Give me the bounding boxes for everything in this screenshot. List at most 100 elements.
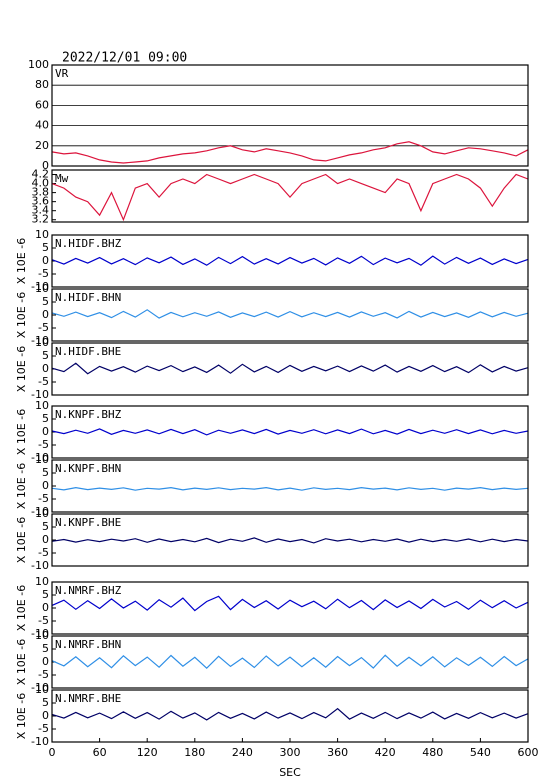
panel-frame (51, 581, 529, 635)
panel-frame (51, 64, 529, 167)
y-tick-label: 5 (42, 466, 49, 479)
y-tick-label: 5 (42, 520, 49, 533)
trace-line (51, 309, 529, 319)
y-tick-label: 10 (35, 453, 49, 466)
panel-label: Mw (55, 172, 69, 185)
trace-line (51, 595, 529, 612)
trace-line (51, 654, 529, 670)
y-tick-label: 40 (35, 119, 49, 132)
trace-line (51, 707, 529, 721)
panel-label: N.KNPF.BHE (55, 516, 121, 529)
y-axis-label: X 10E -6 (15, 409, 28, 455)
y-tick-label: -5 (38, 722, 49, 735)
y-tick-label: 5 (42, 349, 49, 362)
y-tick-label: 0 (42, 479, 49, 492)
x-tick-label: 540 (470, 746, 491, 759)
x-axis-label: SEC (279, 766, 301, 779)
trace-line (51, 255, 529, 266)
trace-line (51, 537, 529, 544)
trace-line (51, 173, 529, 222)
panel-frame (51, 234, 529, 288)
y-axis-label: X 10E -6 (15, 693, 28, 739)
x-tick-label: 360 (327, 746, 348, 759)
y-tick-label: 5 (42, 696, 49, 709)
y-tick-label: -10 (31, 627, 49, 640)
x-tick-label: 0 (49, 746, 56, 759)
y-tick-label: 10 (35, 629, 49, 642)
y-tick-label: 80 (35, 78, 49, 91)
panel-frame (51, 513, 529, 567)
y-tick-label: -10 (31, 681, 49, 694)
panel-label: N.HIDF.BHE (55, 345, 121, 358)
y-tick-label: 3.6 (32, 195, 50, 208)
panel-label: N.NMRF.BHZ (55, 584, 122, 597)
y-tick-label: 0 (42, 362, 49, 375)
y-tick-label: 4.2 (32, 168, 50, 181)
x-tick-label: 600 (518, 746, 539, 759)
y-tick-label: 10 (35, 336, 49, 349)
y-axis-label: X 10E -6 (15, 463, 28, 509)
panel-frame (51, 459, 529, 513)
y-axis-label: X 10E -6 (15, 346, 28, 392)
y-tick-label: 5 (42, 241, 49, 254)
panel-label: N.NMRF.BHE (55, 692, 121, 705)
panel-label: VR (55, 67, 69, 80)
y-tick-label: 3.8 (32, 186, 50, 199)
y-tick-label: 5 (42, 295, 49, 308)
y-tick-label: -10 (31, 334, 49, 347)
y-tick-label: 100 (28, 58, 49, 71)
trace-line (51, 486, 529, 491)
x-tick-label: 240 (232, 746, 253, 759)
panel-label: N.KNPF.BHZ (55, 408, 122, 421)
y-tick-label: 4.0 (32, 177, 50, 190)
y-tick-label: 0 (42, 159, 49, 172)
y-tick-label: -5 (38, 614, 49, 627)
x-tick-label: 420 (375, 746, 396, 759)
y-tick-label: -5 (38, 375, 49, 388)
y-tick-label: 10 (35, 575, 49, 588)
y-tick-label: 0 (42, 709, 49, 722)
panel-frame (51, 169, 529, 223)
y-tick-label: -5 (38, 267, 49, 280)
x-tick-label: 300 (280, 746, 301, 759)
y-tick-label: 10 (35, 399, 49, 412)
y-tick-label: 5 (42, 588, 49, 601)
y-axis-label: X 10E -6 (15, 238, 28, 284)
y-tick-label: -10 (31, 388, 49, 401)
y-tick-label: -10 (31, 559, 49, 572)
y-tick-label: 10 (35, 683, 49, 696)
trace-line (51, 141, 529, 164)
y-tick-label: 0 (42, 425, 49, 438)
y-tick-label: 0 (42, 601, 49, 614)
panel-frame (51, 342, 529, 396)
panel-frame (51, 689, 529, 743)
y-tick-label: -5 (38, 492, 49, 505)
y-tick-label: 3.2 (32, 213, 50, 226)
y-tick-label: 0 (42, 308, 49, 321)
y-tick-label: 0 (42, 655, 49, 668)
y-tick-label: -10 (31, 735, 49, 748)
panel-frame (51, 405, 529, 459)
x-tick-label: 60 (93, 746, 107, 759)
panel-label: N.KNPF.BHN (55, 462, 121, 475)
y-axis-label: X 10E -6 (15, 517, 28, 563)
y-tick-label: -5 (38, 321, 49, 334)
y-tick-label: 10 (35, 228, 49, 241)
y-tick-label: -5 (38, 546, 49, 559)
y-axis-label: X 10E -6 (15, 639, 28, 685)
y-tick-label: -5 (38, 438, 49, 451)
y-axis-label: X 10E -6 (15, 292, 28, 338)
y-tick-label: 10 (35, 507, 49, 520)
panel-label: N.NMRF.BHN (55, 638, 121, 651)
y-tick-label: 0 (42, 254, 49, 267)
y-axis-label: X 10E -6 (15, 585, 28, 631)
y-tick-label: 60 (35, 98, 49, 111)
y-tick-label: -10 (31, 505, 49, 518)
x-tick-label: 480 (422, 746, 443, 759)
panel-label: N.HIDF.BHN (55, 291, 121, 304)
panel-frame (51, 288, 529, 342)
y-tick-label: 0 (42, 533, 49, 546)
y-tick-label: 5 (42, 412, 49, 425)
y-tick-label: 5 (42, 642, 49, 655)
